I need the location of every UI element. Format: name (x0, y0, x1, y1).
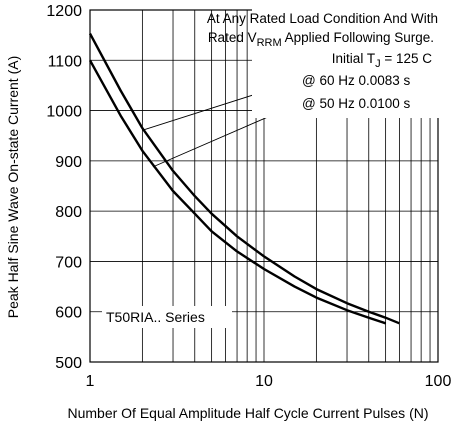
series-label-backdrop (102, 306, 232, 328)
y-tick-label: 800 (55, 204, 82, 221)
series-lines (88, 33, 400, 325)
y-axis-label: Peak Half Sine Wave On-state Current (A) (5, 56, 21, 318)
y-tick-label: 1000 (46, 104, 82, 121)
annotation-initial-tj-suffix: = 125 C (381, 51, 433, 66)
tick-labels: 500 600 700 800 900 1000 1100 1200 1 10 100 (46, 3, 451, 390)
y-tick-label: 1200 (46, 3, 82, 20)
x-tick-label: 10 (255, 373, 273, 390)
x-axis-label: Number Of Equal Amplitude Half Cycle Cur… (67, 405, 428, 421)
annotation-rated-v-suffix: Applied Following Surge. (282, 30, 434, 45)
x-tick-label: 1 (86, 373, 95, 390)
annotation-rated-v-sub: RRM (257, 37, 282, 49)
series-label: T50RIA.. Series (106, 309, 205, 325)
series-line-1 (88, 33, 400, 325)
series-line-2 (88, 59, 386, 325)
annotation-load-condition: At Any Rated Load Condition And With (207, 11, 438, 26)
y-tick-label: 1100 (48, 53, 83, 70)
annotation-60hz: @ 60 Hz 0.0083 s (302, 73, 411, 88)
annotation-50hz: @ 50 Hz 0.0100 s (302, 96, 411, 111)
annotation-rated-v: Rated VRRM Applied Following Surge. (208, 30, 434, 49)
annotation-initial-tj-sub: J (375, 58, 381, 70)
annotation-rated-v-prefix: Rated V (208, 30, 257, 45)
annotation-initial-tj-prefix: Initial T (332, 51, 375, 66)
grid-lines (90, 9, 438, 363)
annotation-backdrop (252, 8, 440, 118)
annotation-initial-tj: Initial TJ = 125 C (332, 51, 432, 70)
x-tick-label: 100 (425, 373, 452, 390)
y-tick-label: 900 (55, 154, 82, 171)
y-tick-label: 600 (55, 305, 82, 322)
y-tick-label: 700 (55, 254, 82, 271)
y-tick-label: 500 (55, 355, 82, 372)
